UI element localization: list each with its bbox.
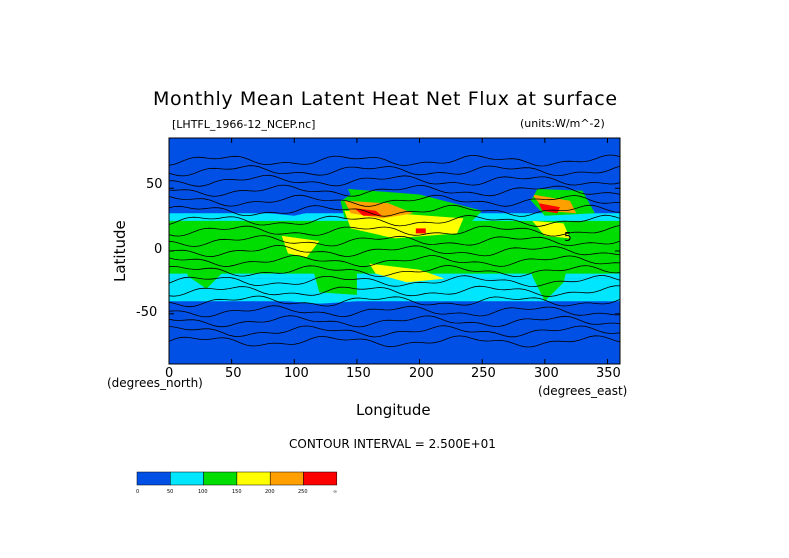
x-tick-label: 100 <box>284 366 309 381</box>
contour-line <box>169 214 620 227</box>
contour-line <box>169 194 620 207</box>
flux-region <box>181 238 226 289</box>
units-label: (units:W/m^-2) <box>520 117 605 130</box>
contour-line <box>169 315 620 328</box>
contour-lines <box>169 154 620 348</box>
contour-line <box>169 325 620 338</box>
legend-swatch <box>236 471 271 486</box>
y-tick-label: 0 <box>154 242 163 257</box>
contour-line <box>169 204 620 217</box>
contour-line <box>169 254 620 268</box>
flux-region <box>181 291 357 304</box>
y-unit-label: (degrees_north) <box>107 376 203 390</box>
flux-region <box>313 269 357 295</box>
legend-swatch <box>170 471 204 486</box>
contour-line <box>169 184 620 197</box>
contour-line <box>169 235 620 247</box>
legend-label: 150 <box>232 489 242 495</box>
contour-line <box>169 244 620 258</box>
y-tick-label: 50 <box>146 177 163 192</box>
file-label: [LHTFL_1966-12_NCEP.nc] <box>172 118 316 131</box>
contour-line <box>169 225 620 237</box>
contour-line <box>169 154 620 167</box>
flux-region <box>463 175 545 214</box>
flux-region <box>415 228 426 234</box>
contour-line <box>169 174 620 187</box>
contour-line <box>169 165 620 177</box>
y-axis-label: Latitude <box>111 220 129 282</box>
flux-region <box>169 303 620 364</box>
contour-line <box>169 335 620 348</box>
legend-swatch <box>269 471 304 486</box>
x-tick-label: 150 <box>346 366 371 381</box>
x-tick-label: 200 <box>409 366 434 381</box>
chart-title: Monthly Mean Latent Heat Net Flux at sur… <box>153 88 618 110</box>
legend-label: 0 <box>136 489 140 495</box>
x-tick-label: 350 <box>596 366 621 381</box>
contour-line <box>169 295 620 308</box>
x-tick-label: 0 <box>165 366 174 381</box>
contour-line <box>169 305 620 318</box>
contour-value-label: 5 <box>564 230 572 244</box>
x-axis-label: Longitude <box>356 401 431 419</box>
x-unit-label: (degrees_east) <box>538 384 628 398</box>
legend-swatch <box>303 471 338 486</box>
legend-label: 200 <box>265 489 275 495</box>
contour-interval-label: CONTOUR INTERVAL = 2.500E+01 <box>289 437 496 451</box>
colorbar <box>136 471 338 486</box>
flux-region <box>532 220 570 239</box>
legend-swatch <box>136 471 171 486</box>
legend-swatch <box>203 471 238 486</box>
flux-region <box>344 210 464 239</box>
legend-label: 100 <box>198 489 208 495</box>
legend-label: 250 <box>298 489 308 495</box>
flux-region <box>169 138 620 179</box>
x-tick-label: 300 <box>534 366 559 381</box>
legend-label: 50 <box>167 489 174 495</box>
contour-line <box>169 285 620 297</box>
x-tick-label: 250 <box>471 366 496 381</box>
x-tick-label: 50 <box>225 366 242 381</box>
legend-label: ∞ <box>333 489 338 495</box>
flux-region <box>369 263 445 283</box>
axis-ticks <box>168 138 620 364</box>
y-tick-label: -50 <box>136 305 158 320</box>
contour-line <box>169 265 620 278</box>
contour-line <box>169 275 620 288</box>
